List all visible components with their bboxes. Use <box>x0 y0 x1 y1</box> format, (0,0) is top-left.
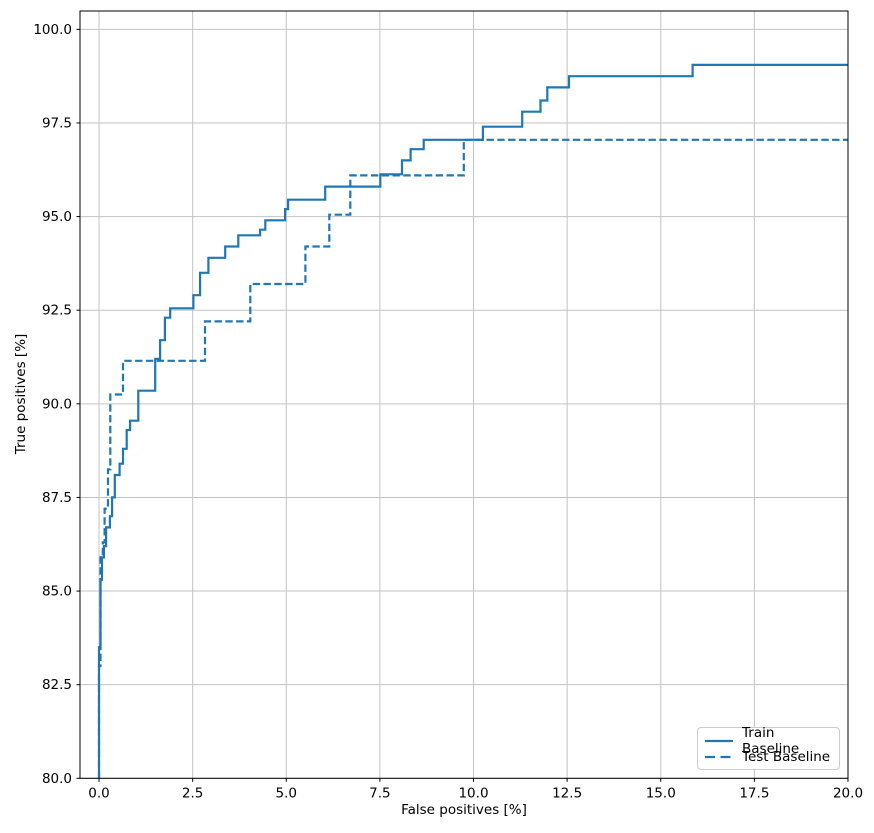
x-tick-label: 20.0 <box>833 785 863 801</box>
x-tick-label: 2.5 <box>182 785 203 801</box>
x-tick-label: 7.5 <box>369 785 390 801</box>
x-tick-label: 0.0 <box>88 785 109 801</box>
legend-test-label: Test Baseline <box>742 749 831 765</box>
grid <box>80 11 849 779</box>
x-tick-label: 12.5 <box>552 785 582 801</box>
x-tick-label: 5.0 <box>276 785 297 801</box>
y-tick-label: 87.5 <box>42 490 72 506</box>
y-tick-label: 85.0 <box>42 584 72 600</box>
y-tick-label: 97.5 <box>42 115 72 131</box>
y-axis-label: True positives [%] <box>13 333 29 455</box>
legend-train-line-sample <box>705 739 733 743</box>
x-axis-label: False positives [%] <box>401 802 527 818</box>
y-tick-label: 80.0 <box>42 771 72 787</box>
y-tick-label: 100.0 <box>33 22 72 38</box>
legend-test-line-sample <box>705 755 733 759</box>
y-tick-label: 92.5 <box>42 303 72 319</box>
y-tick-label: 95.0 <box>42 209 72 225</box>
x-tick-label: 10.0 <box>458 785 488 801</box>
plot-border <box>79 10 849 779</box>
x-tick-label: 15.0 <box>646 785 676 801</box>
ticks: 0.0 2.5 5.0 7.5 10.0 12.5 15.0 17.5 20.0 80.0 82.5… <box>33 22 863 802</box>
x-tick-label: 17.5 <box>739 785 769 801</box>
test-baseline-curve <box>97 138 848 779</box>
legend: Train Baseline Test Baseline <box>697 725 840 770</box>
train-baseline-curve <box>97 63 848 779</box>
y-tick-label: 90.0 <box>42 396 72 412</box>
legend-train-label: Train Baseline <box>742 725 800 757</box>
legend-entry-test: Test Baseline <box>704 749 833 765</box>
legend-entry-train: Train Baseline <box>704 725 833 757</box>
y-tick-label: 82.5 <box>42 677 72 693</box>
